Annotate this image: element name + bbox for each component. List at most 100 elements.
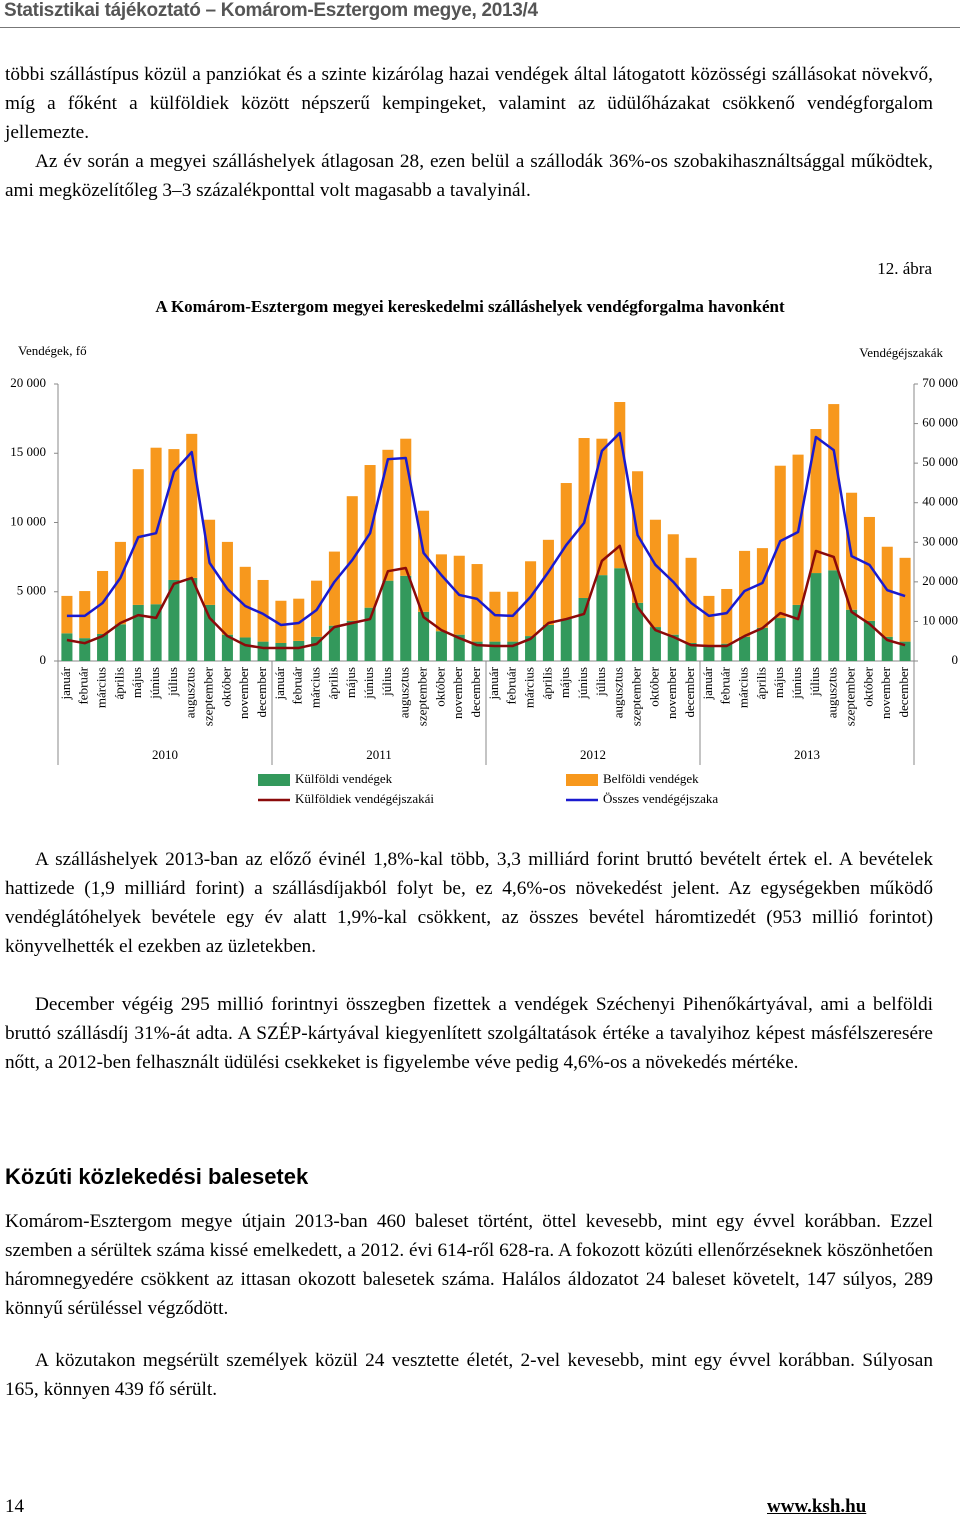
chart-title: A Komárom-Esztergom megyei kereskedelmi … — [155, 297, 785, 316]
bar-segment — [293, 640, 305, 661]
bar-segment — [863, 516, 875, 621]
x-tick-label: szeptember — [415, 666, 430, 726]
bar-segment — [471, 564, 483, 642]
paragraph: A közutakon megsérült személyek közül 24… — [5, 1350, 933, 1400]
bar-segment — [221, 634, 233, 661]
x-tick-label: szeptember — [201, 666, 216, 726]
y2-tick-label: 20 000 — [922, 573, 958, 588]
bar-segment — [275, 600, 287, 643]
year-label: 2013 — [794, 747, 820, 762]
bar-segment — [257, 579, 269, 642]
x-tick-label: november — [236, 666, 251, 719]
paragraph: December végéig 295 millió forintnyi öss… — [5, 994, 933, 1073]
x-tick-label: május — [771, 667, 786, 698]
bar-segment — [311, 636, 323, 661]
bar-segment — [542, 624, 554, 661]
bar-segment — [507, 641, 519, 661]
bar-segment — [560, 618, 572, 661]
footer-link[interactable]: www.ksh.hu — [767, 1496, 867, 1517]
bar-segment — [721, 588, 733, 644]
x-tick-label: július — [165, 667, 180, 697]
y2-tick-label: 30 000 — [922, 533, 958, 548]
x-tick-label: január — [272, 666, 287, 700]
bar-segment — [739, 550, 751, 637]
bar-segment — [614, 402, 626, 569]
x-tick-label: december — [254, 666, 269, 717]
bar-segment — [596, 438, 608, 576]
bar-segment — [881, 636, 893, 661]
bar-segment — [61, 633, 73, 661]
x-tick-label: augusztus — [397, 667, 412, 718]
x-tick-label: január — [700, 666, 715, 700]
line-series — [66, 431, 906, 627]
x-tick-label: augusztus — [611, 667, 626, 718]
bar-segment — [114, 624, 126, 661]
bar-segment — [435, 554, 447, 632]
x-tick-label: május — [557, 667, 572, 698]
bar-segment — [382, 449, 394, 581]
bar-segment — [703, 645, 715, 661]
chart: 12. ábra A Komárom-Esztergom megyei kere… — [10, 259, 959, 806]
legend-swatch — [566, 774, 598, 786]
bar-segment — [168, 579, 180, 661]
x-tick-label: október — [432, 666, 447, 706]
y-tick-label: 15 000 — [10, 444, 46, 459]
bar-segment — [632, 602, 644, 661]
bar-segment — [810, 573, 822, 661]
x-tick-label: november — [664, 666, 679, 719]
y2-tick-label: 40 000 — [922, 494, 958, 509]
bar-segment — [61, 595, 73, 634]
paragraph: A szálláshelyek 2013-ban az előző évinél… — [5, 849, 933, 957]
x-tick-label: február — [290, 666, 305, 704]
bar-segment — [489, 591, 501, 642]
x-tick-label: július — [379, 667, 394, 697]
bar-segment — [204, 604, 216, 661]
y-axis-label: Vendégek, fő — [18, 343, 87, 358]
paragraph: többi szállástípus közül a panziókat és … — [5, 64, 933, 143]
bar-segment — [275, 642, 287, 661]
x-tick-label: február — [504, 666, 519, 704]
bar-segment — [186, 433, 198, 578]
x-tick-label: április — [111, 667, 126, 700]
x-tick-label: január — [486, 666, 501, 700]
y-tick-label: 10 000 — [10, 513, 46, 528]
bar-segment — [810, 429, 822, 574]
x-tick-label: június — [575, 667, 590, 700]
x-tick-label: szeptember — [843, 666, 858, 726]
bar-segment — [685, 557, 697, 643]
bar-segment — [328, 551, 340, 626]
x-tick-label: február — [76, 666, 91, 704]
x-tick-label: augusztus — [183, 667, 198, 718]
bar-segment — [418, 611, 430, 661]
x-tick-label: május — [129, 667, 144, 698]
bar-segment — [150, 604, 162, 661]
y2-tick-label: 0 — [952, 652, 959, 667]
x-tick-label: június — [361, 667, 376, 700]
x-tick-label: július — [807, 667, 822, 697]
x-tick-label: június — [147, 667, 162, 700]
paragraph: Komárom-Esztergom megye útjain 2013-ban … — [5, 1211, 933, 1319]
paragraph: Az év során a megyei szálláshelyek átlag… — [5, 151, 933, 201]
x-tick-label: március — [736, 667, 751, 708]
bar-segment — [739, 636, 751, 661]
bar-segment — [150, 447, 162, 605]
y2-tick-label: 70 000 — [922, 375, 958, 390]
bar-segment — [846, 609, 858, 661]
bar-segment — [881, 546, 893, 637]
bar-segment — [435, 631, 447, 661]
bar-segment — [525, 636, 537, 661]
x-tick-label: november — [450, 666, 465, 719]
bar-segment — [79, 638, 91, 661]
bar-segment — [863, 620, 875, 661]
bar-segment — [132, 604, 144, 661]
bar-segment — [418, 510, 430, 612]
bar-segment — [792, 604, 804, 661]
bar-segment — [578, 597, 590, 661]
x-tick-label: július — [593, 667, 608, 697]
header-title: Statisztikai tájékoztató – Komárom-Eszte… — [4, 0, 538, 21]
bar-segment — [400, 575, 412, 661]
y-tick-label: 20 000 — [10, 375, 46, 390]
bar-segment — [756, 548, 768, 628]
x-tick-label: március — [308, 667, 323, 708]
x-tick-label: november — [878, 666, 893, 719]
